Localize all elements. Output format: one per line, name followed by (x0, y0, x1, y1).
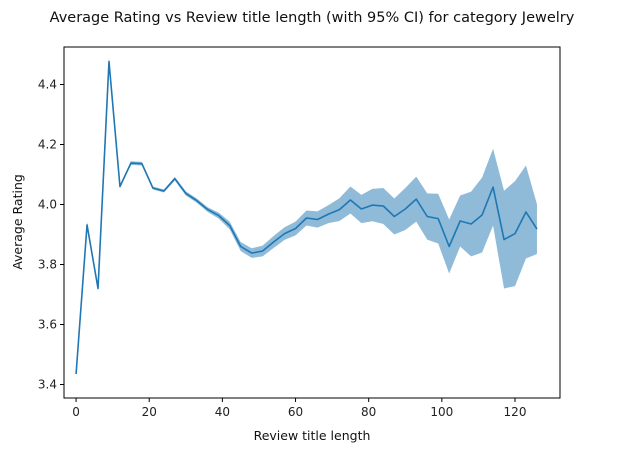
y-axis-label: Average Rating (10, 174, 25, 270)
data-point (86, 224, 88, 226)
data-point (459, 220, 461, 222)
x-tick-label: 20 (142, 405, 157, 419)
series-line-0 (75, 60, 538, 375)
x-axis-label: Review title length (254, 428, 371, 443)
data-point (141, 163, 143, 165)
y-tick-label: 3.4 (38, 378, 57, 392)
plot-area (75, 57, 538, 378)
data-point (119, 185, 121, 187)
data-point (470, 223, 472, 225)
y-tick-label: 4.2 (38, 138, 57, 152)
data-point (426, 215, 428, 217)
data-point (481, 214, 483, 216)
data-point (174, 178, 176, 180)
y-tick-label: 4.4 (38, 78, 57, 92)
x-tick-label: 40 (215, 405, 230, 419)
data-point (349, 199, 351, 201)
data-point (283, 232, 285, 234)
data-point (250, 252, 252, 254)
y-tick-label: 4.0 (38, 198, 57, 212)
data-point (503, 238, 505, 240)
data-point (108, 60, 110, 62)
data-point (437, 217, 439, 219)
x-tick-label: 100 (430, 405, 453, 419)
data-point (130, 162, 132, 164)
x-tick-label: 80 (361, 405, 376, 419)
y-axis: 3.4 3.6 3.8 4.0 4.2 4.4 (38, 78, 64, 392)
data-point (404, 208, 406, 210)
data-point (261, 250, 263, 252)
data-point (536, 228, 538, 230)
x-tick-label: 0 (72, 405, 80, 419)
data-point (218, 214, 220, 216)
data-point (239, 245, 241, 247)
x-tick-label: 120 (504, 405, 527, 419)
data-point (371, 204, 373, 206)
data-point (327, 213, 329, 215)
data-point (75, 373, 77, 375)
data-point (338, 208, 340, 210)
data-point (382, 205, 384, 207)
data-point (97, 287, 99, 289)
data-point (185, 192, 187, 194)
data-point (448, 245, 450, 247)
y-tick-label: 3.6 (38, 318, 57, 332)
data-point (415, 198, 417, 200)
data-point (492, 186, 494, 188)
data-point (272, 241, 274, 243)
data-point (196, 199, 198, 201)
data-point (316, 218, 318, 220)
y-tick-label: 3.8 (38, 258, 57, 272)
x-axis: 0 20 40 60 80 100 120 (72, 398, 526, 419)
axes-frame (63, 46, 561, 399)
data-point (393, 215, 395, 217)
data-point (360, 208, 362, 210)
data-point (305, 217, 307, 219)
data-point (152, 187, 154, 189)
data-point (525, 211, 527, 213)
data-point (207, 208, 209, 210)
chart-title: Average Rating vs Review title length (w… (50, 10, 575, 26)
data-point (163, 190, 165, 192)
data-point (294, 227, 296, 229)
x-tick-label: 60 (288, 405, 303, 419)
data-point (229, 224, 231, 226)
data-point (514, 232, 516, 234)
